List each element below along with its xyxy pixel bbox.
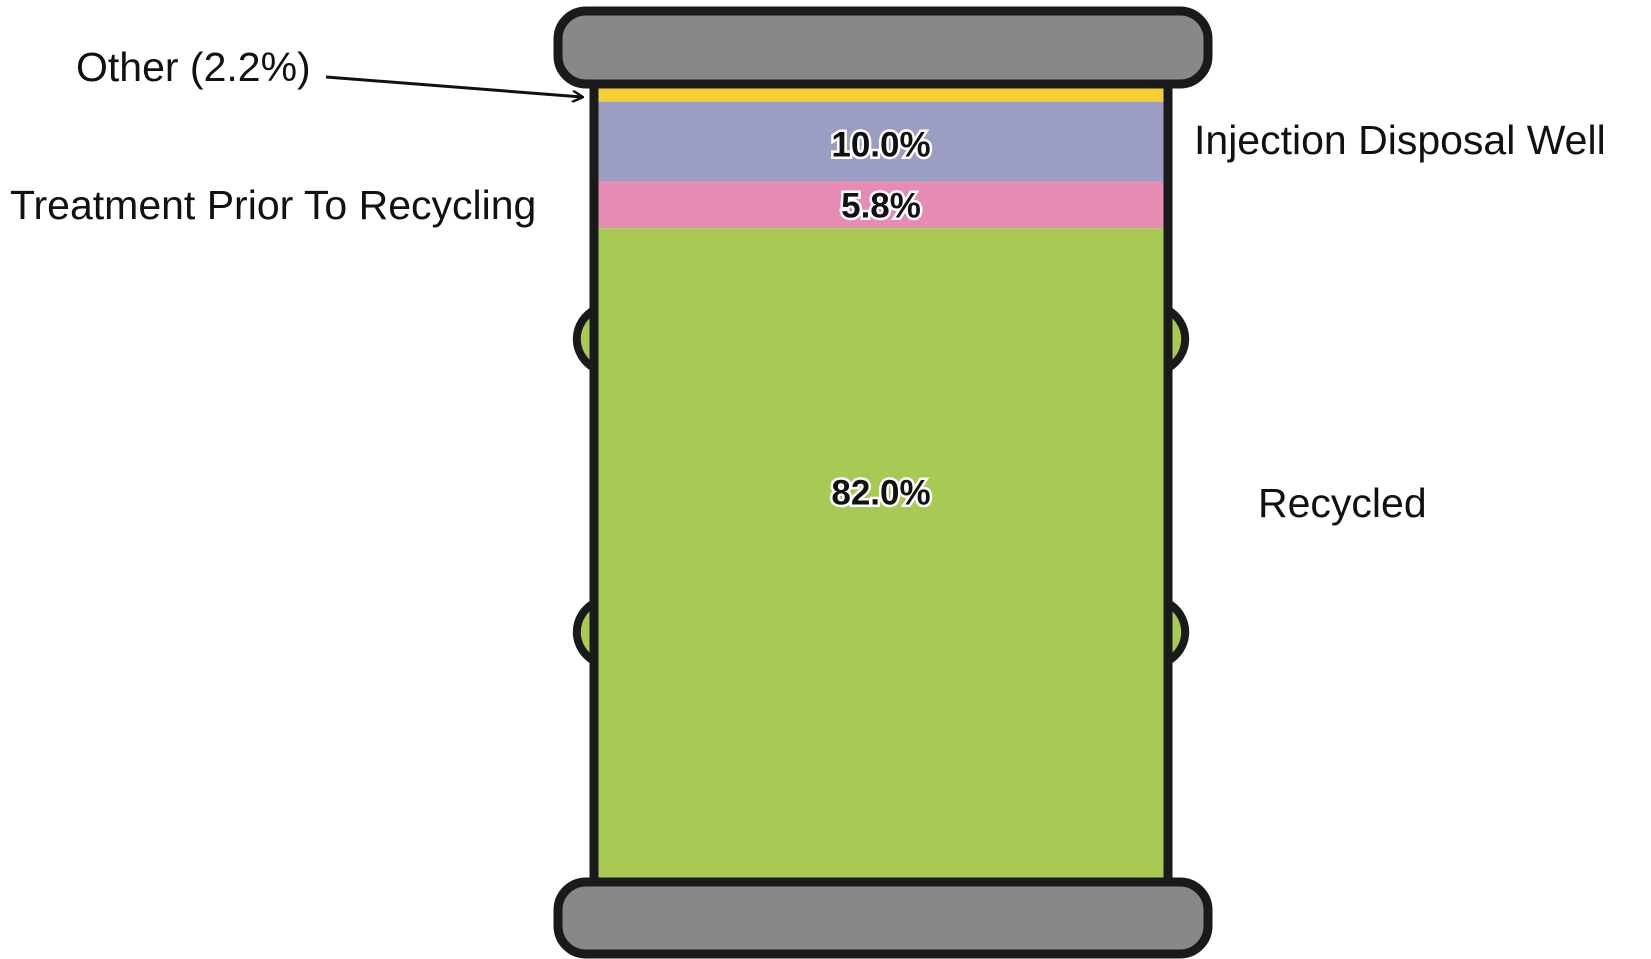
value-label-injection: 10.0% xyxy=(831,125,930,164)
category-label-other: Other (2.2%) xyxy=(76,44,311,90)
value-label-treatment: 5.8% xyxy=(841,186,921,225)
category-label-injection: Injection Disposal Well xyxy=(1194,117,1606,163)
other-leader-arrow xyxy=(325,75,582,97)
segment-injection xyxy=(594,101,1168,182)
segment-recycled xyxy=(594,228,1168,885)
category-label-treatment: Treatment Prior To Recycling xyxy=(10,182,536,228)
value-label-recycled: 82.0% xyxy=(831,473,930,512)
barrel-bottom-rim xyxy=(553,877,1213,959)
category-label-recycled: Recycled xyxy=(1258,480,1427,526)
stack-segments xyxy=(594,84,1168,885)
barrel-top-rim xyxy=(553,6,1213,89)
segment-treatment xyxy=(594,181,1168,229)
